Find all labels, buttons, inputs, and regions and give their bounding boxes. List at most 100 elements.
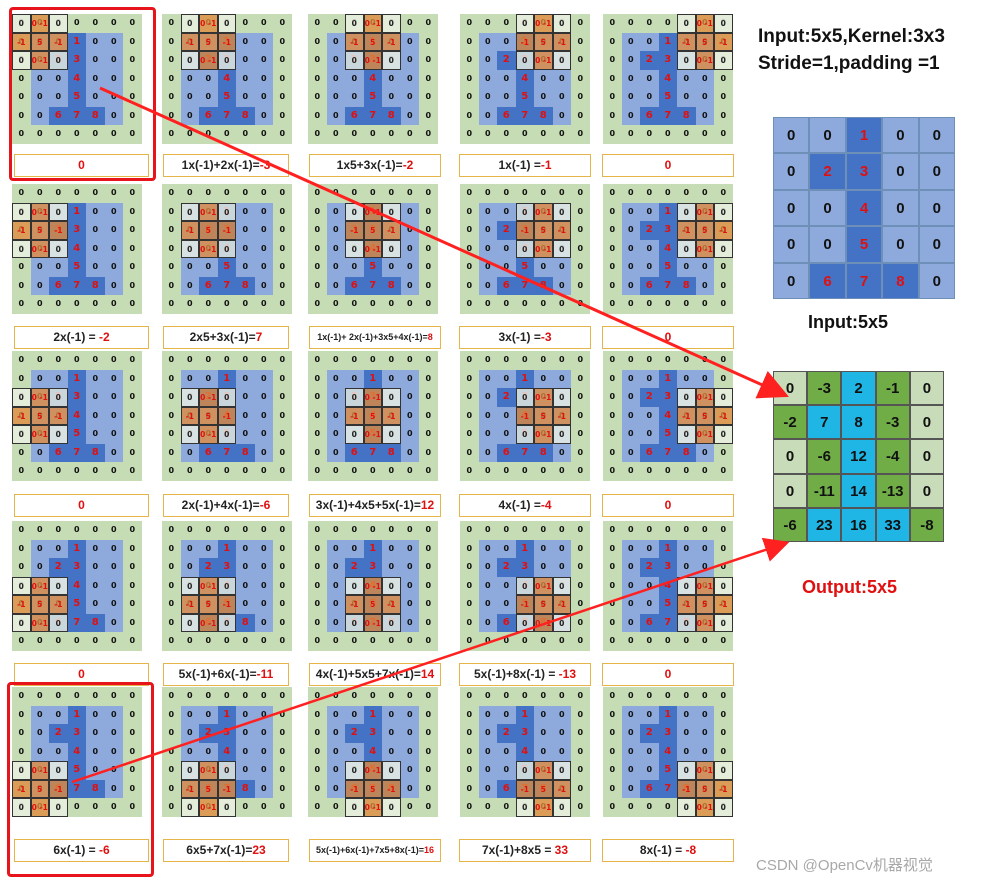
grid-cell: 0: [534, 69, 553, 88]
grid-cell: 0: [18, 92, 25, 101]
grid-cell: 0: [609, 129, 616, 138]
grid-cell: 0: [497, 761, 516, 780]
caption-expression: 1x(-1) =: [498, 158, 541, 172]
grid-cell: 0: [406, 636, 413, 645]
output-cell: -11: [807, 473, 842, 508]
step-grid-3-0: 0000000000100000230000004000000500000678…: [12, 521, 142, 651]
input-cell: 0: [918, 189, 955, 227]
kernel-cell: 0 -1: [534, 388, 553, 407]
grid-cell: 0: [382, 558, 401, 577]
grid-cell: 0: [640, 32, 659, 51]
input-cell: 0: [773, 153, 810, 190]
kernel-cell: 0: [552, 425, 571, 444]
kernel-cell: -1: [552, 406, 571, 425]
grid-cell: 0: [466, 728, 473, 737]
grid-cell: 0: [326, 613, 345, 632]
grid-cell: 0: [104, 406, 123, 425]
grid-cell: 0: [478, 742, 497, 761]
highlight-last-row-first-step: [7, 682, 154, 877]
grid-cell: 0: [400, 239, 419, 258]
grid-cell: 0: [388, 525, 395, 534]
output-cell: 0: [773, 371, 808, 406]
input-cell: 0: [918, 262, 955, 299]
grid-cell: 0: [30, 88, 49, 107]
step-caption-1-2: 1x(-1)+ 2x(-1)+3x5+4x(-1)=8: [309, 326, 441, 349]
grid-cell: 0: [168, 636, 175, 645]
kernel-cell: 0: [714, 761, 733, 780]
grid-cell: 0: [497, 69, 516, 88]
grid-cell: 0: [683, 299, 690, 308]
grid-cell: 0: [558, 129, 565, 138]
grid-cell: 0: [466, 802, 473, 811]
grid-cell: 0: [484, 355, 491, 364]
grid-cell: 0: [314, 447, 321, 457]
grid-cell: 2: [640, 51, 659, 70]
grid-cell: 3: [658, 388, 677, 407]
grid-cell: 0: [314, 636, 321, 645]
grid-cell: 0: [332, 188, 339, 197]
grid-cell: 0: [18, 373, 25, 383]
kernel-cell: 0 -1: [363, 388, 382, 407]
grid-cell: 0: [720, 447, 727, 457]
grid-cell: 0: [400, 276, 419, 295]
step-grid-4-1: 0000000000100000230000004000000500000678…: [162, 687, 292, 817]
grid-cell: 0: [400, 595, 419, 614]
grid-cell: 5: [658, 425, 677, 444]
kernel-cell: 0: [714, 798, 733, 817]
grid-cell: 0: [236, 69, 255, 88]
grid-cell: 0: [425, 765, 432, 774]
grid-cell: 0: [326, 443, 345, 462]
grid-cell: 0: [425, 373, 432, 383]
grid-cell: 0: [577, 466, 584, 475]
grid-cell: 0: [180, 558, 199, 577]
kernel-cell: 0: [382, 576, 401, 595]
grid-cell: 0: [609, 355, 616, 364]
grid-cell: 0: [577, 243, 584, 253]
grid-cell: 0: [86, 369, 105, 388]
kernel-cell: -1: [217, 779, 236, 798]
grid-cell: 0: [701, 129, 708, 138]
grid-cell: 0: [129, 188, 136, 197]
grid-cell: 0: [129, 36, 136, 46]
kernel-cell: 0: [677, 388, 696, 407]
output-label: Output:5x5: [802, 577, 898, 597]
grid-cell: 0: [478, 779, 497, 798]
input-cell: 0: [809, 117, 846, 154]
kernel-cell: -1: [714, 221, 733, 240]
grid-cell: 0: [104, 69, 123, 88]
grid-cell: 0: [701, 691, 708, 700]
grid-cell: 0: [86, 69, 105, 88]
grid-cell: 0: [425, 429, 432, 438]
grid-cell: 0: [382, 742, 401, 761]
grid-cell: 0: [388, 188, 395, 197]
grid-cell: 0: [129, 225, 136, 234]
grid-cell: 0: [577, 225, 584, 234]
grid-cell: 0: [720, 92, 727, 101]
grid-cell: 0: [577, 783, 584, 793]
grid-cell: 0: [260, 691, 267, 700]
grid-cell: 0: [279, 280, 286, 290]
step-caption-1-0: 2x(-1) = -2: [14, 326, 149, 349]
kernel-cell: -1: [12, 595, 31, 614]
grid-cell: 0: [609, 802, 616, 811]
grid-cell: 0: [86, 388, 105, 407]
kernel-cell: 5: [199, 595, 218, 614]
grid-cell: 0: [388, 355, 395, 364]
kernel-cell: -1: [180, 595, 199, 614]
grid-cell: 0: [326, 558, 345, 577]
grid-cell: 0: [369, 355, 376, 364]
step-caption-2-0: 0: [14, 494, 149, 517]
grid-cell: 8: [236, 779, 255, 798]
grid-cell: 0: [540, 188, 547, 197]
input-cell: 0: [882, 226, 919, 263]
grid-cell: 0: [406, 355, 413, 364]
grid-cell: 0: [677, 258, 696, 277]
kernel-cell: 0: [552, 576, 571, 595]
grid-cell: 3: [363, 724, 382, 743]
grid-cell: 0: [168, 92, 175, 101]
grid-cell: 1: [658, 539, 677, 558]
grid-cell: 0: [369, 299, 376, 308]
grid-cell: 3: [67, 558, 86, 577]
grid-cell: 0: [621, 221, 640, 240]
grid-cell: 0: [478, 369, 497, 388]
